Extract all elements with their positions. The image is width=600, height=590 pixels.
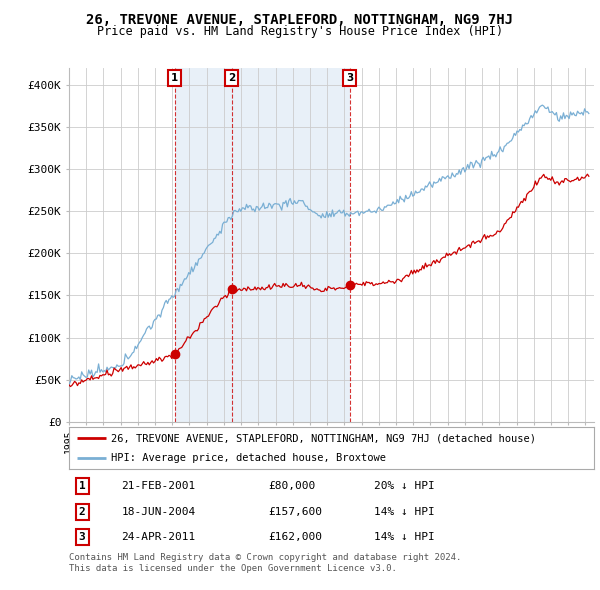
Text: 14% ↓ HPI: 14% ↓ HPI — [373, 507, 434, 517]
Text: 3: 3 — [346, 73, 353, 83]
Text: 3: 3 — [79, 532, 86, 542]
Text: 18-JUN-2004: 18-JUN-2004 — [121, 507, 196, 517]
Text: £80,000: £80,000 — [269, 481, 316, 491]
Text: 1: 1 — [171, 73, 178, 83]
Text: HPI: Average price, detached house, Broxtowe: HPI: Average price, detached house, Brox… — [111, 453, 386, 463]
Text: 21-FEB-2001: 21-FEB-2001 — [121, 481, 196, 491]
Text: 26, TREVONE AVENUE, STAPLEFORD, NOTTINGHAM, NG9 7HJ: 26, TREVONE AVENUE, STAPLEFORD, NOTTINGH… — [86, 13, 514, 27]
Text: £162,000: £162,000 — [269, 532, 323, 542]
Text: 14% ↓ HPI: 14% ↓ HPI — [373, 532, 434, 542]
Text: 26, TREVONE AVENUE, STAPLEFORD, NOTTINGHAM, NG9 7HJ (detached house): 26, TREVONE AVENUE, STAPLEFORD, NOTTINGH… — [111, 433, 536, 443]
Text: Price paid vs. HM Land Registry's House Price Index (HPI): Price paid vs. HM Land Registry's House … — [97, 25, 503, 38]
Text: 20% ↓ HPI: 20% ↓ HPI — [373, 481, 434, 491]
Text: Contains HM Land Registry data © Crown copyright and database right 2024.
This d: Contains HM Land Registry data © Crown c… — [69, 553, 461, 573]
Text: 2: 2 — [79, 507, 86, 517]
Text: £157,600: £157,600 — [269, 507, 323, 517]
Bar — [232, 68, 350, 422]
Text: 1: 1 — [79, 481, 86, 491]
Text: 24-APR-2011: 24-APR-2011 — [121, 532, 196, 542]
Bar — [175, 68, 232, 422]
Text: 2: 2 — [228, 73, 235, 83]
